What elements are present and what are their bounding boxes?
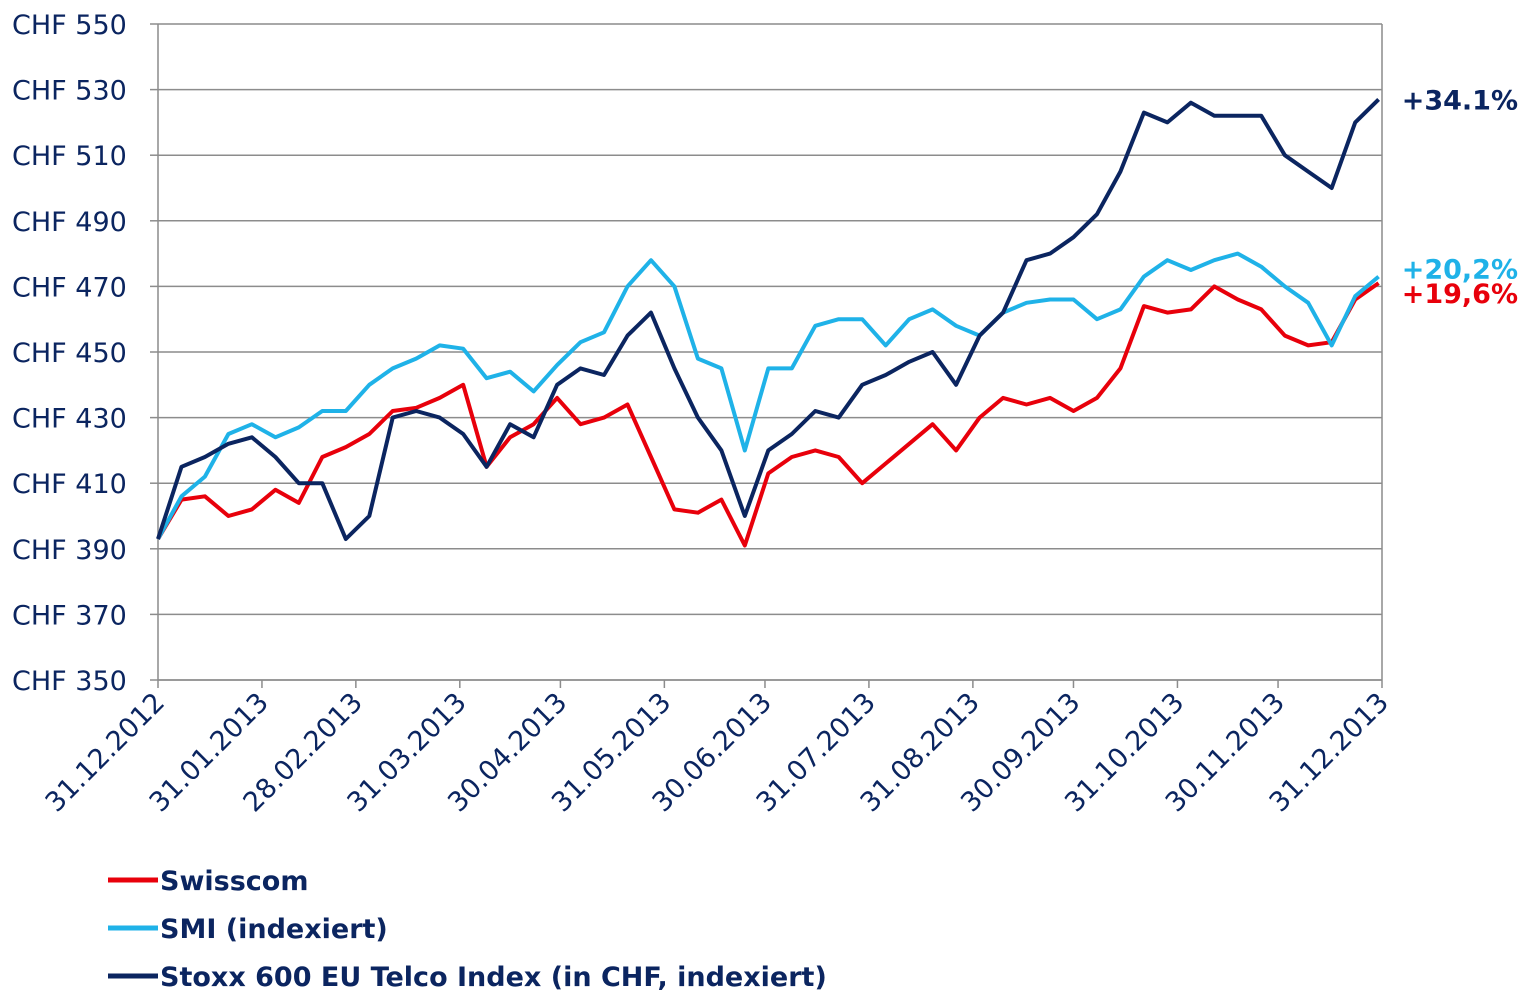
series-line	[156, 251, 1380, 540]
legend-label: Swisscom	[160, 866, 308, 897]
y-tick-label: CHF 550	[12, 10, 127, 41]
end-label: +19,6%	[1402, 279, 1518, 310]
y-tick-label: CHF 490	[12, 207, 127, 238]
y-tick-label: CHF 390	[12, 535, 127, 566]
y-tick-label: CHF 370	[12, 600, 127, 631]
y-tick-label: CHF 410	[12, 469, 127, 500]
y-tick-label: CHF 510	[12, 141, 127, 172]
end-label: +34.1%	[1402, 85, 1518, 116]
y-tick-label: CHF 450	[12, 338, 127, 369]
y-tick-label: CHF 430	[12, 404, 127, 435]
legend-label: SMI (indexiert)	[160, 914, 388, 945]
y-tick-label: CHF 350	[12, 666, 127, 697]
end-label: +20,2%	[1402, 255, 1518, 286]
y-tick-label: CHF 470	[12, 272, 127, 303]
series-line	[156, 281, 1380, 548]
series-line	[156, 97, 1381, 541]
legend-label: Stoxx 600 EU Telco Index (in CHF, indexi…	[160, 962, 827, 993]
y-tick-label: CHF 530	[12, 76, 127, 107]
